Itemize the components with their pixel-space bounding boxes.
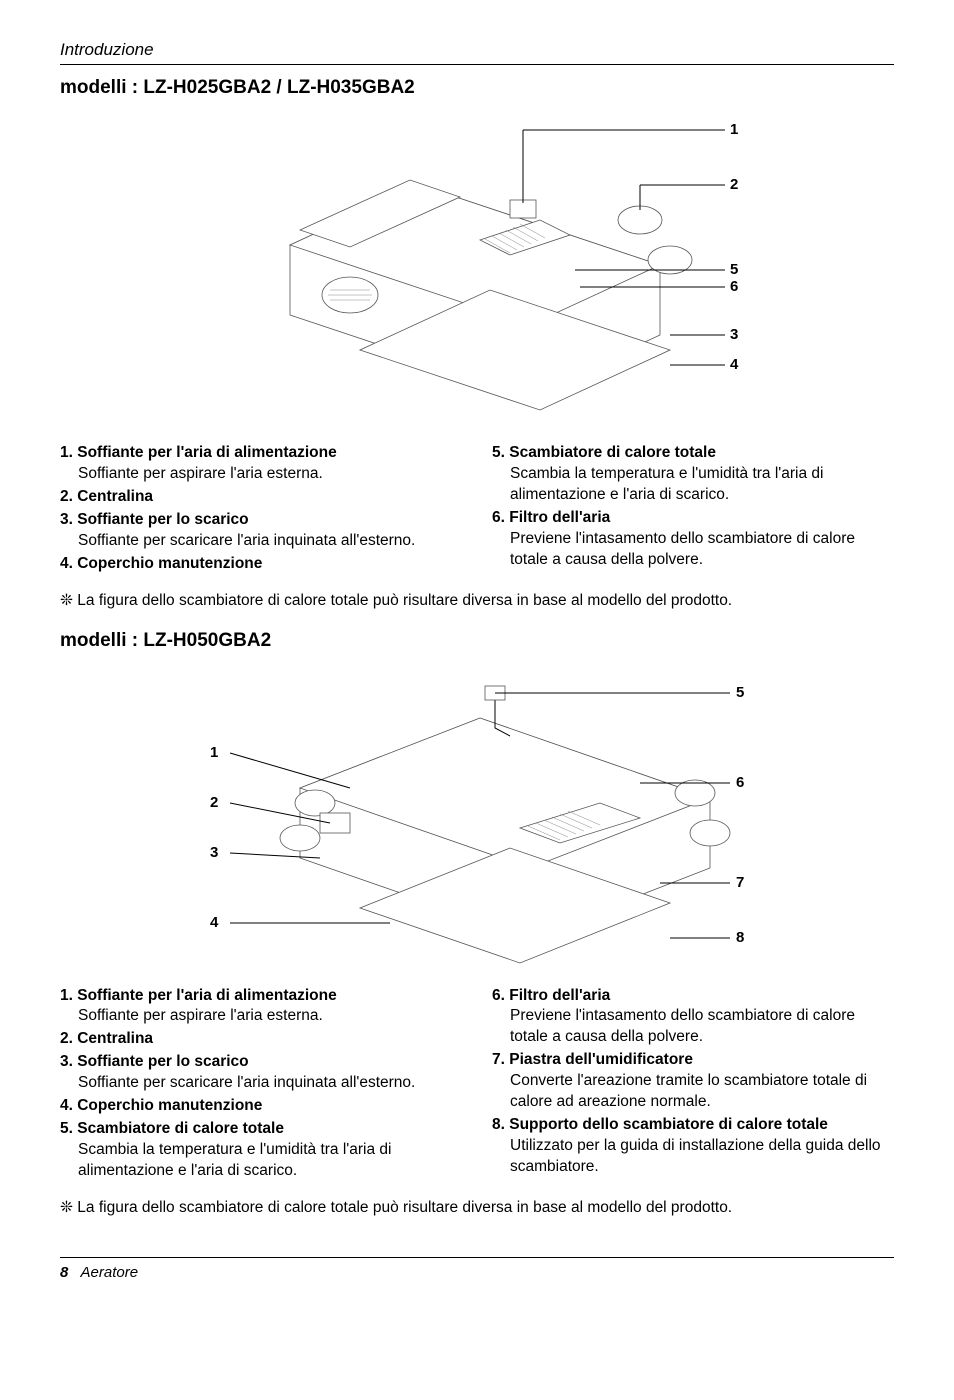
a-l-2-d: Soffiante per scaricare l'aria inquinata… [60,531,462,552]
section-a-title: modelli : LZ-H025GBA2 / LZ-H035GBA2 [60,77,894,99]
note-b: ❊ La figura dello scambiatore di calore … [60,1198,894,1217]
callout-b-5: 5 [736,684,744,701]
a-r-0-t: 5. Scambiatore di calore totale [492,443,894,464]
header-rule [60,64,894,65]
b-l-0-t: 1. Soffiante per l'aria di alimentazione [60,986,462,1007]
footer-title: Aeratore [81,1264,139,1281]
a-r-0-d: Scambia la temperatura e l'umidità tra l… [492,464,894,506]
section-b-legend: 1. Soffiante per l'aria di alimentazione… [60,986,894,1184]
a-r-1-t: 6. Filtro dell'aria [492,508,894,529]
callout-a-6: 6 [730,278,738,295]
callout-a-4: 4 [730,356,738,373]
b-r-0-d: Previene l'intasamento dello scambiatore… [492,1006,894,1048]
b-l-3-t: 4. Coperchio manutenzione [60,1096,462,1117]
a-l-0-t: 1. Soffiante per l'aria di alimentazione [60,443,462,464]
page-footer: 8 Aeratore [60,1257,894,1281]
b-r-2-t: 8. Supporto dello scambiatore di calore … [492,1115,894,1136]
b-r-1-d: Converte l'areazione tramite lo scambiat… [492,1071,894,1113]
callout-b-7: 7 [736,874,744,891]
header-section-label: Introduzione [60,40,894,60]
callout-a-2: 2 [730,176,738,193]
b-l-4-t: 5. Scambiatore di calore totale [60,1119,462,1140]
a-l-1-t: 2. Centralina [60,487,462,508]
callout-b-3: 3 [210,844,218,861]
b-l-2-d: Soffiante per scaricare l'aria inquinata… [60,1073,462,1094]
b-l-1-t: 2. Centralina [60,1029,462,1050]
callout-b-1: 1 [210,744,218,761]
callout-b-6: 6 [736,774,744,791]
diagram-a: 1 2 5 6 3 4 [180,105,820,435]
note-a: ❊ La figura dello scambiatore di calore … [60,591,894,610]
callout-b-4: 4 [210,914,218,931]
callout-b-2: 2 [210,794,218,811]
section-a-legend: 1. Soffiante per l'aria di alimentazione… [60,443,894,577]
callout-a-1: 1 [730,121,738,138]
b-l-2-t: 3. Soffiante per lo scarico [60,1052,462,1073]
b-r-0-t: 6. Filtro dell'aria [492,986,894,1007]
footer-page-number: 8 [60,1264,68,1281]
diagram-b: 1 2 3 4 5 6 7 8 [150,658,830,978]
b-r-2-d: Utilizzato per la guida di installazione… [492,1136,894,1178]
section-b-title: modelli : LZ-H050GBA2 [60,630,894,652]
a-l-0-d: Soffiante per aspirare l'aria esterna. [60,464,462,485]
a-l-2-t: 3. Soffiante per lo scarico [60,510,462,531]
callout-b-8: 8 [736,929,744,946]
section-b-legend-left: 1. Soffiante per l'aria di alimentazione… [60,986,462,1184]
section-a-legend-right: 5. Scambiatore di calore totaleScambia l… [492,443,894,577]
b-r-1-t: 7. Piastra dell'umidificatore [492,1050,894,1071]
a-r-1-d: Previene l'intasamento dello scambiatore… [492,529,894,571]
b-l-4-d: Scambia la temperatura e l'umidità tra l… [60,1140,462,1182]
section-b-legend-right: 6. Filtro dell'ariaPreviene l'intasament… [492,986,894,1184]
section-a-legend-left: 1. Soffiante per l'aria di alimentazione… [60,443,462,577]
b-l-0-d: Soffiante per aspirare l'aria esterna. [60,1006,462,1027]
callout-a-3: 3 [730,326,738,343]
a-l-3-t: 4. Coperchio manutenzione [60,554,462,575]
callout-a-5: 5 [730,261,738,278]
